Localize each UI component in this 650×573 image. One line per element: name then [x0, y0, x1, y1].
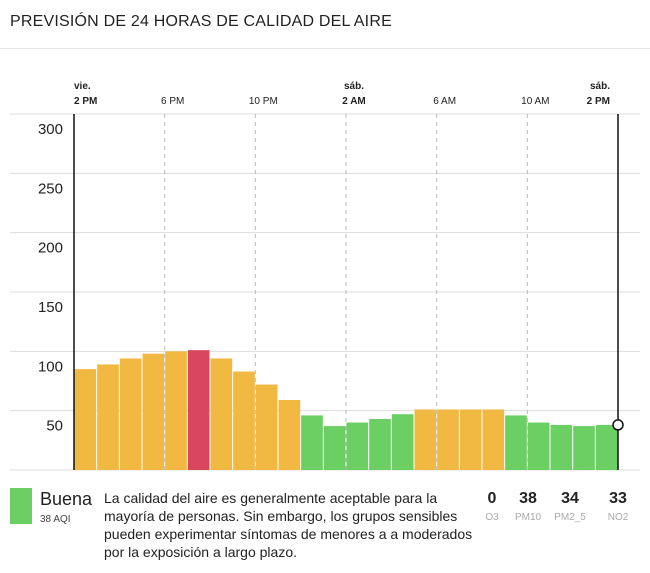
y-tick-label: 200 — [38, 240, 63, 257]
bar — [255, 384, 278, 470]
status-swatch — [10, 488, 32, 524]
x-tick-label: 2 AM — [342, 96, 366, 107]
bar — [119, 358, 142, 470]
bar — [323, 426, 346, 470]
bar — [233, 371, 255, 470]
y-tick-label: 150 — [38, 299, 63, 316]
x-tick-label: 10 AM — [521, 96, 549, 107]
bar — [346, 422, 369, 470]
bar — [210, 358, 233, 470]
status-description: La calidad del aire es generalmente acep… — [104, 490, 473, 560]
divider — [0, 48, 650, 49]
page-title: PREVISIÓN DE 24 HORAS DE CALIDAD DEL AIR… — [10, 13, 392, 30]
bar — [369, 418, 391, 470]
pollutant-name: PM10 — [514, 512, 542, 523]
bar — [459, 409, 482, 470]
y-tick-label: 250 — [38, 180, 63, 197]
bar — [505, 415, 527, 470]
pollutant: 38 PM10 — [503, 490, 553, 523]
chart: 50 100 150 200 250 300 2 PM vie. 6 PM 10 PM 2 AM sá… — [10, 81, 640, 471]
bar — [550, 424, 573, 470]
pollutant-name: NO2 — [607, 512, 629, 523]
x-tick-day: sáb. — [344, 81, 364, 92]
pollutant-value: 34 — [561, 490, 579, 507]
x-tick-day: vie. — [74, 81, 91, 92]
bar — [187, 350, 210, 470]
pollutant-value: 0 — [487, 490, 497, 507]
bar — [74, 369, 97, 470]
bar — [527, 422, 550, 470]
bar — [414, 409, 437, 470]
bar — [165, 351, 187, 470]
pollutant: 33 NO2 — [593, 490, 643, 523]
y-tick-label: 50 — [46, 418, 63, 435]
pollutant: 0 O3 — [467, 490, 517, 523]
bar — [595, 424, 618, 470]
pollutant-value: 33 — [609, 490, 627, 507]
pollutant-value: 38 — [519, 490, 537, 507]
x-tick-label: 2 PM — [74, 96, 97, 107]
bar — [573, 426, 595, 470]
status-label: Buena — [40, 489, 93, 509]
bar — [437, 409, 459, 470]
bar — [301, 415, 323, 470]
y-tick-label: 100 — [38, 358, 63, 375]
x-tick-label: 2 PM — [587, 96, 610, 107]
current-marker — [612, 419, 624, 431]
pollutant: 34 PM2_5 — [545, 490, 595, 523]
bar — [391, 414, 414, 470]
pollutant-name: O3 — [485, 512, 499, 523]
x-tick-label: 6 PM — [161, 96, 184, 107]
y-tick-label: 300 — [38, 121, 63, 138]
bar — [142, 353, 165, 470]
bar — [97, 364, 119, 470]
bar — [482, 409, 505, 470]
bar — [278, 399, 301, 470]
x-tick-label: 10 PM — [249, 96, 278, 107]
status-aqi: 38 AQI — [40, 514, 71, 525]
x-tick-label: 6 AM — [433, 96, 456, 107]
pollutant-name: PM2_5 — [554, 512, 586, 523]
x-tick-day: sáb. — [590, 81, 610, 92]
